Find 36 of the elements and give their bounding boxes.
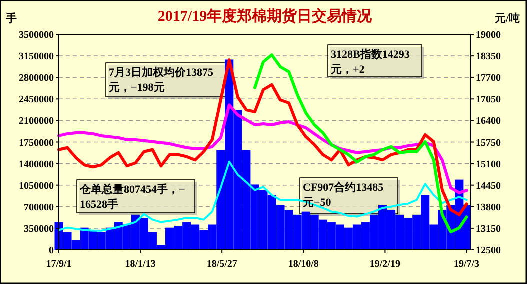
line-series bbox=[58, 58, 468, 216]
y2-tick-label: 17050 bbox=[476, 94, 501, 106]
y-tick-label: 3150000 bbox=[19, 52, 54, 63]
y2-tick-label: 13800 bbox=[476, 202, 501, 214]
y-tick-label: 3500000 bbox=[19, 30, 54, 41]
y-tick-label: 0 bbox=[49, 246, 54, 256]
x-tick-label: 18/1/13 bbox=[125, 259, 156, 270]
annotation: 仓单总量807454手，− 16528手 bbox=[79, 183, 186, 211]
y-tick-label: 2450000 bbox=[19, 94, 54, 106]
y2-tick-label: 14450 bbox=[476, 180, 501, 192]
x-tick-label: 19/2/19 bbox=[370, 259, 400, 270]
y-tick-label: 2100000 bbox=[19, 116, 54, 128]
y-tick-label: 1400000 bbox=[19, 159, 54, 170]
y-tick-label: 2800000 bbox=[19, 73, 54, 84]
x-tick-label: 19/7/3 bbox=[454, 259, 480, 270]
y2-tick-label: 15100 bbox=[476, 159, 501, 170]
chart-title: 2017/19年度郑棉期货日交易情况 bbox=[158, 7, 374, 25]
y2-tick-label: 19000 bbox=[476, 30, 501, 41]
x-tick-label: 18/5/27 bbox=[206, 259, 238, 270]
annotation: 3128B指数14293 元，+2 bbox=[330, 48, 410, 76]
line-series bbox=[58, 160, 468, 232]
y2-tick-label: 16400 bbox=[476, 116, 501, 128]
y2-tick-label: 18350 bbox=[476, 52, 501, 63]
y-tick-label: 1750000 bbox=[19, 138, 54, 149]
y2-tick-label: 15750 bbox=[476, 138, 501, 149]
annotation: 7月3日加权均价13875 元，−198元 bbox=[108, 66, 214, 94]
y2-tick-label: 13150 bbox=[476, 224, 501, 235]
y-axis-title: 手 bbox=[5, 12, 17, 25]
x-tick-label: 18/10/8 bbox=[288, 259, 319, 270]
y2-axis-title: 元/吨 bbox=[494, 12, 520, 25]
y2-tick-label: 17700 bbox=[476, 73, 501, 84]
x-tick-label: 17/9/1 bbox=[46, 259, 72, 270]
y-tick-label: 1050000 bbox=[19, 180, 54, 192]
y-tick-label: 350000 bbox=[24, 224, 54, 235]
y-tick-label: 700000 bbox=[24, 202, 54, 214]
y2-tick-label: 12500 bbox=[476, 246, 501, 256]
